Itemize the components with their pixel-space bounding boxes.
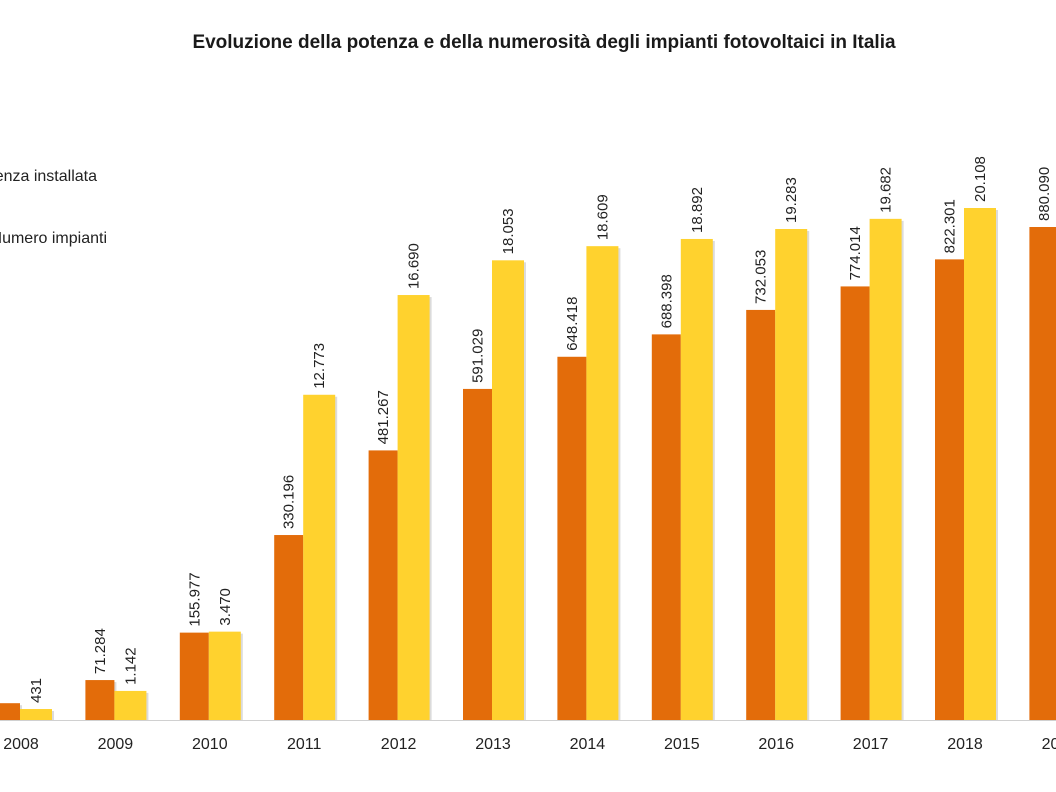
data-label-potenza-2018: 20.108 <box>972 156 989 202</box>
bar-potenza-installata-2009 <box>114 690 147 720</box>
bar-potenza-installata-2010 <box>208 631 241 720</box>
x-tick-label-2012: 2012 <box>381 736 417 753</box>
data-label-numero-2017: 774.014 <box>847 226 864 280</box>
x-tick-label-2018: 2018 <box>947 736 983 753</box>
data-label-potenza-2013: 18.053 <box>500 208 517 254</box>
bar-numero-impianti-2008 <box>0 703 20 720</box>
data-label-potenza-2014: 18.609 <box>594 194 611 240</box>
legend-entry-numero: Numero impianti <box>0 230 107 247</box>
data-label-numero-2014: 648.418 <box>564 297 581 351</box>
bar-numero-impianti-2016 <box>746 309 776 720</box>
x-tick-label-2010: 2010 <box>192 736 228 753</box>
bar-potenza-installata-2017 <box>869 218 902 720</box>
bar-potenza-installata-2016 <box>775 229 808 720</box>
data-label-potenza-2010: 3.470 <box>217 588 234 626</box>
bar-numero-impianti-2017 <box>840 286 870 720</box>
bar-numero-impianti-2019 <box>1029 227 1056 720</box>
data-label-numero-2015: 688.398 <box>658 274 675 328</box>
data-label-numero-2010: 155.977 <box>186 572 203 626</box>
chart-title: Evoluzione della potenza e della numeros… <box>192 32 896 53</box>
bar-numero-impianti-2015 <box>651 334 681 720</box>
data-label-numero-2013: 591.029 <box>470 329 487 383</box>
data-label-potenza-2017: 19.682 <box>878 167 895 213</box>
legend-entry-potenza: Potenza installata <box>0 168 97 185</box>
bar-potenza-installata-2008 <box>20 709 52 720</box>
data-label-potenza-2016: 19.283 <box>783 177 800 223</box>
data-label-numero-2011: 330.196 <box>281 475 298 529</box>
bar-numero-impianti-2014 <box>557 356 587 720</box>
x-tick-label-2011: 2011 <box>287 736 322 753</box>
bar-potenza-installata-2018 <box>964 208 996 720</box>
bar-numero-impianti-2009 <box>85 680 115 720</box>
data-label-potenza-2011: 12.773 <box>311 343 328 389</box>
x-tick-label-2017: 2017 <box>853 736 889 753</box>
x-tick-label-2019: 2019 <box>1042 736 1056 753</box>
bar-numero-impianti-2011 <box>274 535 304 720</box>
x-tick-label-2014: 2014 <box>570 736 606 753</box>
data-label-numero-2018: 822.301 <box>942 199 959 253</box>
bar-potenza-installata-2011 <box>303 394 336 720</box>
data-label-numero-2009: 71.284 <box>92 628 109 674</box>
data-label-numero-2019: 880.090 <box>1036 167 1053 221</box>
bar-numero-impianti-2010 <box>179 632 209 720</box>
bar-potenza-installata-2015 <box>680 238 713 720</box>
bar-potenza-installata-2014 <box>586 246 619 721</box>
bar-numero-impianti-2012 <box>368 450 398 720</box>
data-label-numero-2016: 732.053 <box>753 250 770 304</box>
bar-numero-impianti-2013 <box>463 388 492 720</box>
bar-potenza-installata-2012 <box>397 295 430 720</box>
x-tick-label-2016: 2016 <box>758 736 794 753</box>
x-tick-label-2013: 2013 <box>475 736 511 753</box>
data-label-potenza-2015: 18.892 <box>689 187 706 233</box>
x-tick-label-2008: 2008 <box>3 736 39 753</box>
bar-potenza-installata-2013 <box>492 260 524 720</box>
data-label-potenza-2009: 1.142 <box>122 647 139 685</box>
x-tick-label-2009: 2009 <box>98 736 134 753</box>
data-label-potenza-2008: 431 <box>28 678 45 703</box>
x-tick-label-2015: 2015 <box>664 736 700 753</box>
data-label-numero-2012: 481.267 <box>375 390 392 444</box>
data-label-potenza-2012: 16.690 <box>406 243 423 289</box>
bar-numero-impianti-2018 <box>935 259 964 720</box>
